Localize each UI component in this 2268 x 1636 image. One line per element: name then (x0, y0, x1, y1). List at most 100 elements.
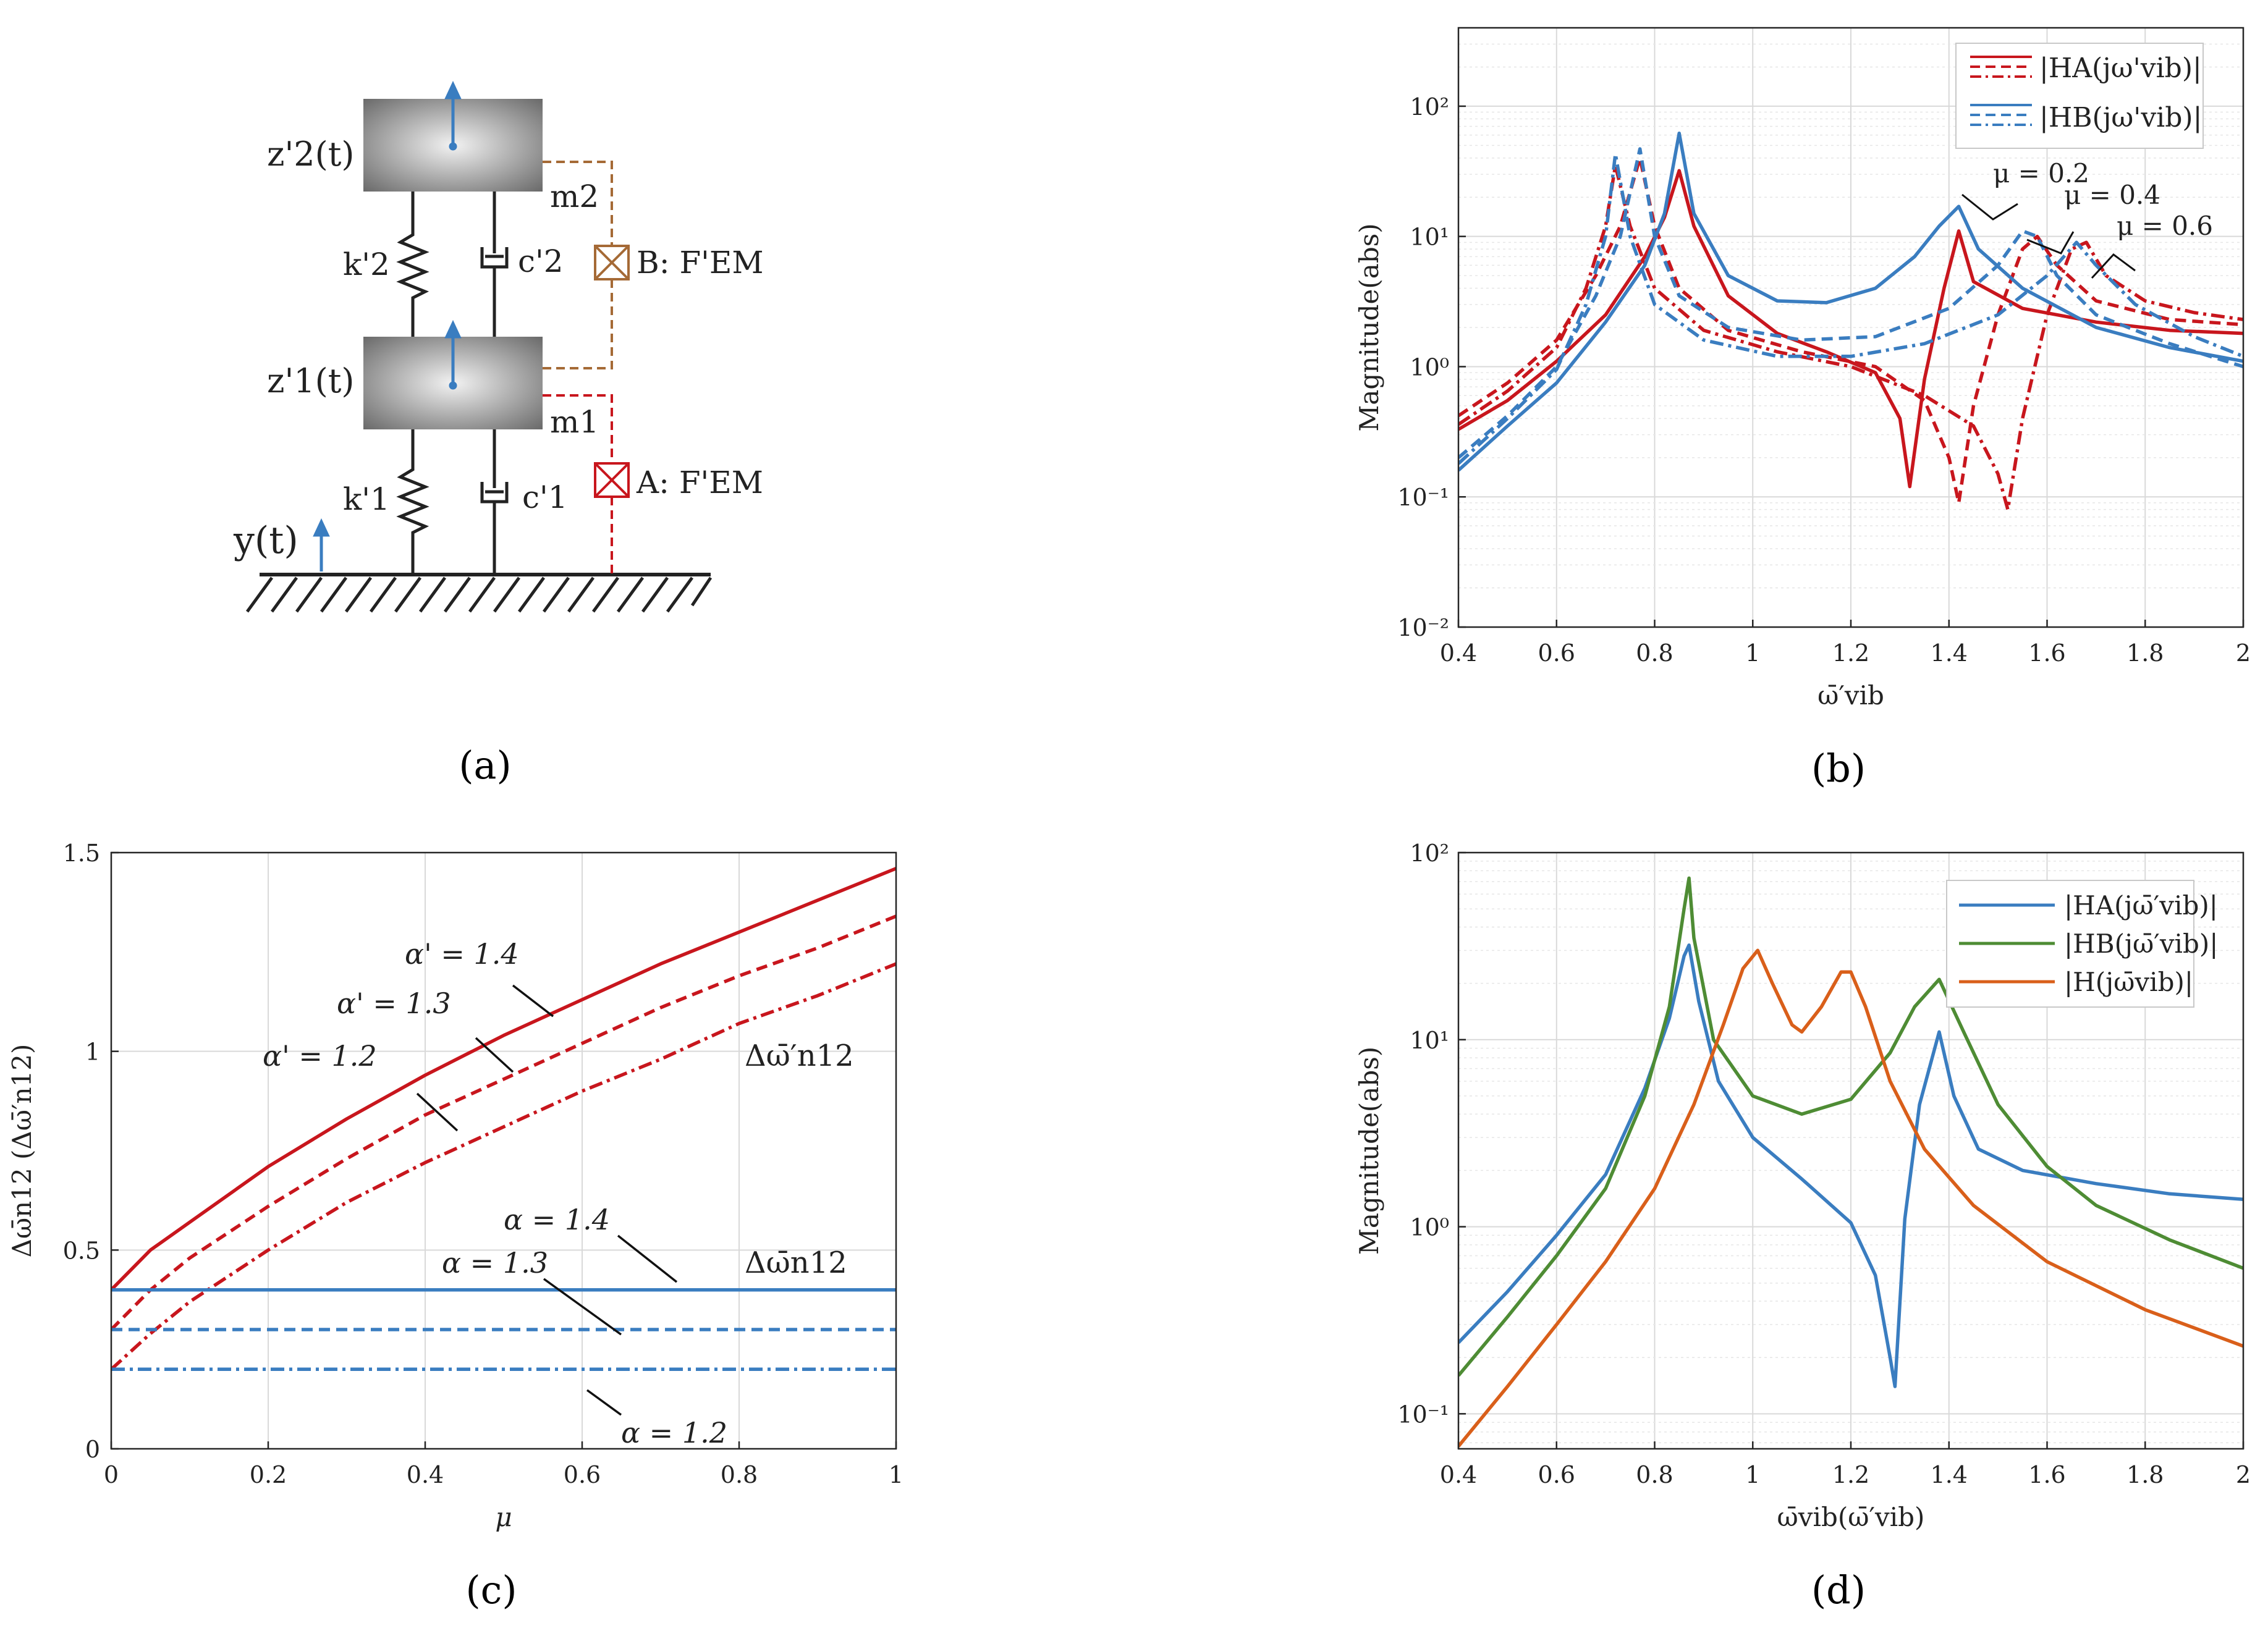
x-tick-label: 0.8 (721, 1461, 758, 1488)
x-tick-label: 0.6 (1538, 1461, 1575, 1488)
y-tick-label: 10¹ (1410, 1027, 1449, 1054)
y-tick-label: 10² (1410, 93, 1449, 120)
x-tick-label: 0.8 (1636, 639, 1673, 667)
panel-d-chart: 0.4 0.6 0.8 1 1.2 1.4 1.6 1.8 2 10⁻¹ 10⁰ 10¹ 10² ω̄v… (1354, 840, 2251, 1613)
label-m2: m2 (550, 179, 599, 214)
series-line-b-0 (1458, 169, 2243, 489)
x-tick-label: 0.8 (1636, 1461, 1673, 1488)
series-line-b-5 (1458, 152, 2243, 465)
label-k1: k'1 (343, 481, 390, 517)
panel-d-series (1458, 876, 2243, 1448)
annotation-mu-0-2: μ = 0.2 (1993, 158, 2089, 188)
legend-ha-swatch (1970, 56, 2032, 78)
damper-c2 (480, 192, 509, 337)
legend-hb-label: |HB(jω'vib)| (2039, 102, 2202, 133)
label-actuator-a: A: F'EM (636, 465, 763, 500)
label-k2: k'2 (343, 247, 390, 282)
actuator-a-wiring (543, 394, 613, 575)
x-tick-label: 1 (1745, 1461, 1760, 1488)
annotation-mu-0-4: μ = 0.4 (2064, 180, 2160, 210)
label-c2: c'2 (518, 243, 564, 279)
panel-b-ylabel: Magnitude(abs) (1354, 223, 1384, 431)
x-tick-label: 1.6 (2028, 1461, 2065, 1488)
annotation-alpha-prime-1-3: α' = 1.3 (337, 987, 451, 1020)
y-tick-label: 1.5 (63, 840, 100, 867)
x-tick-label: 1.4 (1931, 639, 1968, 667)
series-line-c-1 (111, 914, 896, 1331)
x-tick-label: 0.4 (407, 1461, 444, 1488)
panel-d-ticks: 0.4 0.6 0.8 1 1.2 1.4 1.6 1.8 2 10⁻¹ 10⁰ 10¹ 10² (1397, 840, 2251, 1488)
panel-b-annotations (1961, 193, 2136, 279)
x-tick-label: 1.2 (1832, 1461, 1869, 1488)
x-tick-label: 1.4 (1931, 1461, 1968, 1488)
x-tick-label: 1.8 (2126, 1461, 2164, 1488)
y-tick-label: 10⁻² (1397, 614, 1449, 641)
panel-d-legend: |HA(jω̄′vib)| |HB(jω̄′vib)| |H(jω̄vib)| (1946, 880, 2218, 1008)
x-tick-label: 0 (104, 1461, 119, 1488)
panel-label-a: (a) (459, 743, 511, 788)
x-tick-label: 0.4 (1440, 1461, 1477, 1488)
spring-k2 (396, 192, 429, 337)
panel-b-ticks: 0.4 0.6 0.8 1 1.2 1.4 1.6 1.8 2 10⁻² 10⁻¹ 10⁰ 10¹ 10² (1397, 93, 2251, 667)
x-tick-label: 1 (889, 1461, 903, 1488)
panel-c-ylabel: Δω̄n12 (Δω̄′n12) (7, 1044, 37, 1258)
panel-b-series (1458, 131, 2243, 512)
series-line-d-2 (1458, 948, 2243, 1448)
panel-a-schematic: z'2(t) z'1(t) y(t) m2 m1 k'2 k'1 c'2 c'1… (233, 80, 764, 788)
x-tick-label: 0.6 (564, 1461, 601, 1488)
damper-c1 (480, 429, 509, 575)
annotation-delta-omega-prime: Δω̄′n12 (745, 1039, 854, 1073)
mass-2-arrow (444, 80, 462, 151)
y-tick-label: 10⁰ (1410, 1214, 1449, 1241)
actuator-b-wiring (543, 161, 613, 369)
series-line-b-1 (1458, 156, 2243, 505)
mass-1-arrow (444, 319, 462, 390)
series-line-b-4 (1458, 147, 2243, 459)
y-tick-label: 10¹ (1410, 224, 1449, 251)
x-tick-label: 1 (1745, 639, 1760, 667)
y-tick-label: 0.5 (63, 1237, 100, 1264)
series-line-b-2 (1458, 164, 2243, 512)
x-tick-label: 0.4 (1440, 639, 1477, 667)
panel-label-c: (c) (465, 1567, 517, 1613)
panel-c-frame (110, 851, 897, 1450)
actuator-b-icon (594, 245, 630, 280)
y-tick-label: 10⁻¹ (1397, 484, 1449, 511)
panel-label-b: (b) (1811, 746, 1866, 791)
annotation-mu-0-6: μ = 0.6 (2117, 211, 2213, 241)
panel-b-xlabel: ω̄′vib (1817, 680, 1884, 710)
ground-hatching (245, 576, 713, 613)
panel-c-plot-area (111, 853, 896, 1449)
annotation-alpha-prime-1-2: α' = 1.2 (263, 1039, 377, 1073)
annotation-delta-omega: Δω̄n12 (745, 1246, 847, 1280)
y-tick-label: 10⁰ (1410, 353, 1449, 381)
x-tick-label: 1.6 (2028, 639, 2065, 667)
legend-hb-text: |HB(jω̄′vib)| (2064, 929, 2218, 959)
legend-hb-swatch (1970, 104, 2032, 126)
spring-k1 (396, 429, 429, 575)
y-tick-label: 10² (1410, 840, 1449, 867)
panel-label-d: (d) (1811, 1567, 1866, 1613)
legend-ha-label: |HA(jω'vib)| (2039, 53, 2202, 84)
label-m1: m1 (550, 404, 599, 440)
label-z1: z'1(t) (267, 361, 355, 400)
panel-c-series (111, 867, 896, 1372)
y-tick-label: 10⁻¹ (1397, 1401, 1449, 1428)
label-actuator-b: B: F'EM (637, 245, 764, 280)
label-y: y(t) (233, 519, 298, 562)
x-tick-label: 0.6 (1538, 639, 1575, 667)
panel-d-ylabel: Magnitude(abs) (1354, 1047, 1384, 1255)
series-line-d-0 (1458, 943, 2243, 1388)
panel-c-ticks: 0 0.2 0.4 0.6 0.8 1 0 0.5 1 1.5 (63, 840, 904, 1488)
plot-background-c (111, 853, 896, 1449)
x-tick-label: 1.2 (1832, 639, 1869, 667)
panel-c-chart: 0 0.2 0.4 0.6 0.8 1 0 0.5 1 1.5 μ Δω̄n12 (Δω̄′n12… (7, 840, 903, 1613)
panel-c-xlabel: μ (495, 1502, 512, 1532)
label-z2: z'2(t) (267, 135, 355, 174)
label-c1: c'1 (522, 479, 568, 515)
x-tick-label: 2 (2236, 1461, 2251, 1488)
panel-b-legend: |HA(jω'vib)| |HB(jω'vib)| (1955, 43, 2204, 149)
actuator-a-icon (594, 462, 630, 498)
y-tick-label: 0 (85, 1436, 100, 1463)
